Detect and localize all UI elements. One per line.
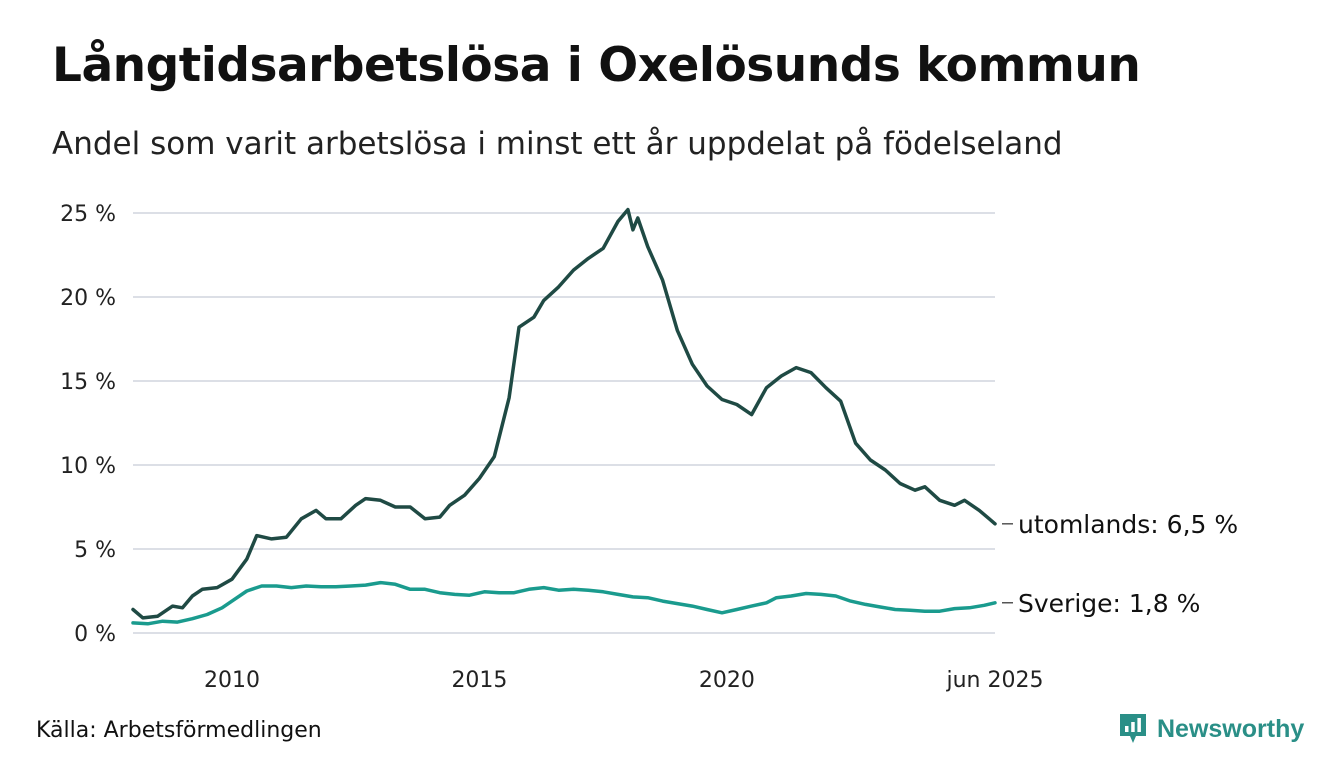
series-line-sverige [131,580,997,626]
newsworthy-logo-icon [1120,714,1146,743]
x-tick-label: 2015 [451,668,507,693]
series-end-labels: utomlands: 6,5 % Sverige: 1,8 % [1002,510,1238,618]
y-tick-label: 20 % [60,286,116,311]
y-tick-label: 10 % [60,454,116,479]
gridlines [133,212,995,634]
chart-subtitle: Andel som varit arbetslösa i minst ett å… [52,126,1063,162]
x-axis-tick-labels: 2010 2015 2020 jun 2025 [204,668,1044,693]
source-note: Källa: Arbetsförmedlingen [36,718,322,743]
y-tick-label: 25 % [60,202,116,227]
end-label-utomlands: utomlands: 6,5 % [1018,510,1238,539]
y-tick-label: 5 % [74,538,116,563]
line-chart: 0 % 5 % 10 % 15 % 20 % 25 % 2010 2015 2020 jun 2… [60,202,1238,693]
x-tick-label: 2010 [204,668,260,693]
series-lines [131,207,997,626]
x-tick-label: 2020 [699,668,755,693]
x-tick-label: jun 2025 [946,668,1044,693]
end-label-sverige: Sverige: 1,8 % [1018,589,1200,618]
chart-title: Långtidsarbetslösa i Oxelösunds kommun [52,38,1141,93]
series-line-utomlands [131,207,997,620]
brand-name: Newsworthy [1157,714,1305,743]
y-axis-tick-labels: 0 % 5 % 10 % 15 % 20 % 25 % [60,202,116,647]
y-tick-label: 0 % [74,622,116,647]
y-tick-label: 15 % [60,370,116,395]
brand-logo: Newsworthy [1118,712,1304,746]
